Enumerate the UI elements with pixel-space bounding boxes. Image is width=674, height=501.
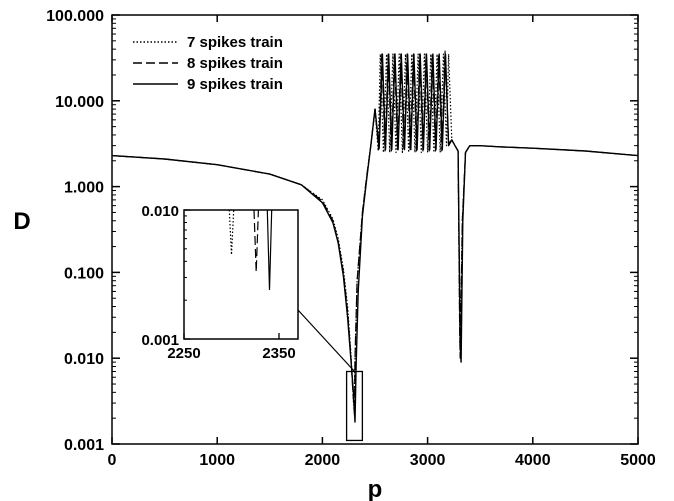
x-tick-label: 2000: [305, 452, 341, 469]
x-tick-label: 0: [108, 452, 117, 469]
legend-label-3: 9 spikes train: [187, 76, 283, 93]
y-tick-label: 0.001: [64, 437, 104, 454]
main-plot: 0 1000 2000 3000 4000 5000 0.001 0.010 0.100 1.0…: [13, 8, 656, 501]
y-tick-label: 0.010: [64, 351, 104, 368]
inset-y-tick-label: 0.001: [141, 332, 179, 349]
legend-label-2: 8 spikes train: [187, 55, 283, 72]
inset-spike-2: [253, 209, 259, 273]
inset-spike-3: [266, 209, 273, 290]
series-line-3: [111, 53, 639, 423]
x-tick-label: 1000: [199, 452, 235, 469]
y-tick-label: 0.100: [64, 265, 104, 282]
inset-plot: 2250 2350 0.001 0.010: [141, 203, 299, 362]
series-line-1: [111, 53, 639, 411]
inset-x-tick-label: 2350: [262, 345, 295, 362]
x-tick-label: 3000: [410, 452, 446, 469]
y-tick-label: 1.000: [64, 180, 104, 197]
legend: 7 spikes train 8 spikes train 9 spikes tra…: [133, 34, 283, 93]
y-axis-label: D: [13, 208, 30, 235]
y-tick-label: 100.000: [46, 8, 104, 25]
zoom-connector-line: [297, 309, 356, 372]
zoom-indicator: [297, 309, 364, 442]
x-axis-ticks: 0 1000 2000 3000 4000 5000: [108, 15, 656, 469]
inset-x-tick-label: 2250: [167, 345, 200, 362]
x-tick-label: 4000: [515, 452, 551, 469]
inset-frame: [183, 209, 299, 340]
inset-axis-ticks: 2250 2350 0.001 0.010: [141, 203, 295, 362]
inset-series-layer: [228, 209, 273, 290]
legend-label-1: 7 spikes train: [187, 34, 283, 51]
y-tick-label: 10.000: [55, 94, 104, 111]
inset-spike-1: [228, 209, 235, 255]
inset-y-tick-label: 0.010: [141, 203, 179, 220]
x-tick-label: 5000: [620, 452, 656, 469]
plot-frame: [111, 14, 639, 445]
series-layer: [111, 50, 639, 423]
y-axis-ticks: 0.001 0.010 0.100 1.000 10.000 100.000: [46, 8, 638, 454]
x-axis-label: p: [368, 476, 383, 501]
